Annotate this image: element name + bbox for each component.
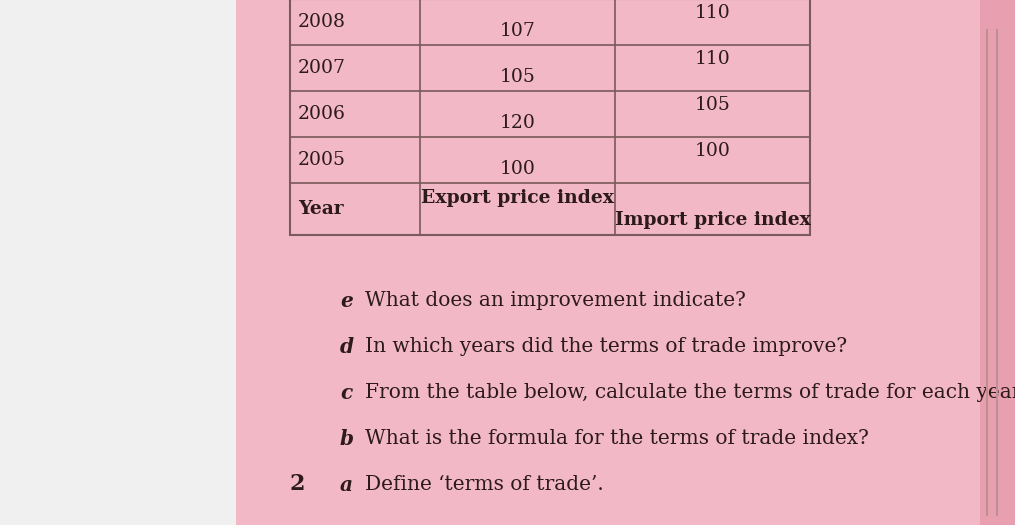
Text: What is the formula for the terms of trade index?: What is the formula for the terms of tra… xyxy=(365,429,869,448)
Text: Year: Year xyxy=(298,200,344,218)
Text: e: e xyxy=(340,291,353,311)
Text: 2005: 2005 xyxy=(298,151,346,169)
FancyBboxPatch shape xyxy=(236,0,1015,525)
Text: Export price index: Export price index xyxy=(421,188,614,206)
Bar xyxy=(0,0,248,525)
Text: 2006: 2006 xyxy=(298,105,346,123)
Text: What does an improvement indicate?: What does an improvement indicate? xyxy=(365,291,746,310)
Text: d: d xyxy=(340,337,354,357)
Text: 105: 105 xyxy=(499,68,536,86)
Text: 2008: 2008 xyxy=(298,13,346,31)
Text: From the table below, calculate the terms of trade for each year.: From the table below, calculate the term… xyxy=(365,383,1015,402)
Text: a: a xyxy=(340,475,353,495)
Text: c: c xyxy=(340,383,352,403)
Text: 2007: 2007 xyxy=(298,59,346,77)
Text: 100: 100 xyxy=(499,160,536,178)
Text: Import price index: Import price index xyxy=(614,212,810,229)
Bar xyxy=(980,0,1015,525)
Text: 110: 110 xyxy=(694,50,731,68)
Text: 120: 120 xyxy=(499,114,536,132)
Text: In which years did the terms of trade improve?: In which years did the terms of trade im… xyxy=(365,337,848,356)
Text: 110: 110 xyxy=(694,4,731,22)
Bar xyxy=(290,0,810,235)
Text: 107: 107 xyxy=(499,22,536,40)
Text: 2: 2 xyxy=(290,473,306,495)
Text: b: b xyxy=(340,429,354,449)
Text: 100: 100 xyxy=(694,142,731,160)
Text: Define ‘terms of trade’.: Define ‘terms of trade’. xyxy=(365,475,604,494)
Text: 105: 105 xyxy=(694,96,731,114)
